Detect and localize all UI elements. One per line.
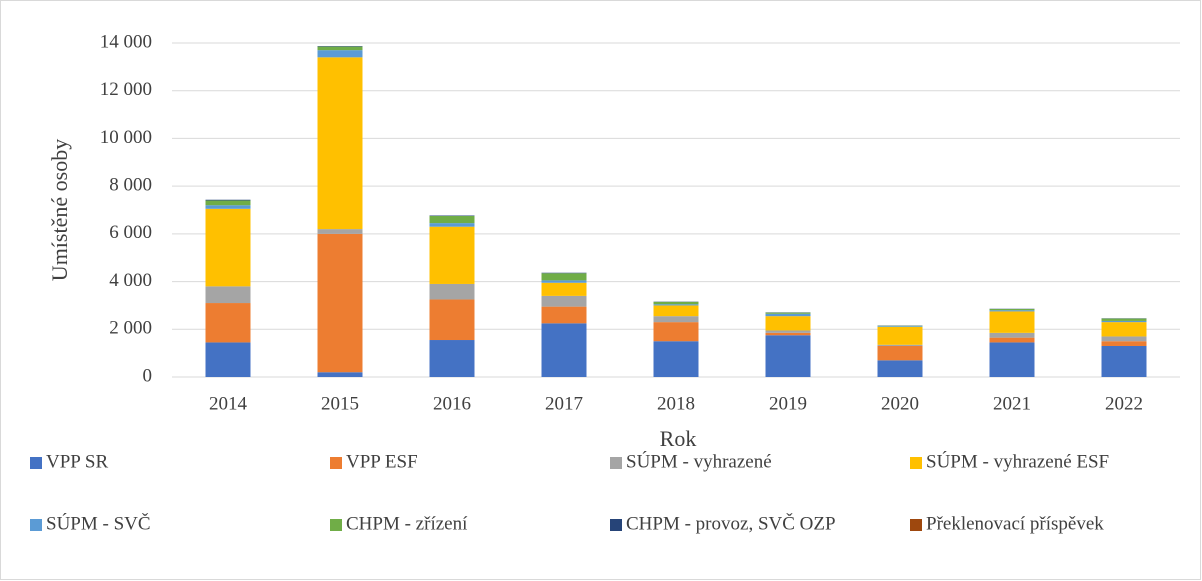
bar-segment: [1101, 341, 1147, 346]
legend-swatch: [610, 457, 622, 469]
bar-segment: [765, 313, 811, 317]
bar-segment: [653, 301, 699, 305]
bar-segment: [989, 309, 1035, 311]
bar-segment: [205, 342, 251, 377]
legend-swatch: [910, 519, 922, 531]
bar-segment: [653, 341, 699, 377]
x-tick-label: 2017: [545, 393, 583, 414]
y-tick-label: 2 000: [109, 318, 152, 339]
bar-segment: [205, 303, 251, 343]
bar-segment: [989, 342, 1035, 377]
legend-swatch: [610, 519, 622, 531]
bar-segment: [877, 326, 923, 345]
bar-segment: [429, 283, 475, 300]
y-tick-label: 12 000: [100, 79, 152, 100]
bar-segment: [989, 332, 1035, 338]
bar-segment: [205, 205, 251, 209]
bar-segment: [1101, 336, 1147, 342]
bar-segment: [317, 229, 363, 234]
bar-segment: [877, 345, 923, 361]
bar-segment: [317, 46, 363, 51]
x-tick-label: 2019: [769, 393, 807, 414]
bar-segment: [541, 273, 587, 281]
x-tick-label: 2014: [209, 393, 248, 414]
bar-segment: [653, 316, 699, 323]
x-tick-label: 2020: [881, 393, 919, 414]
bar-segment: [1101, 345, 1147, 377]
legend-swatch: [330, 519, 342, 531]
legend-swatch: [910, 457, 922, 469]
bar-segment: [1101, 322, 1147, 337]
x-tick-label: 2016: [433, 393, 471, 414]
y-tick-label: 14 000: [100, 31, 152, 52]
bar-segment: [877, 360, 923, 377]
y-tick-label: 0: [143, 365, 153, 386]
bar-segment: [541, 306, 587, 324]
bar-segment: [765, 316, 811, 331]
bar-segment: [877, 326, 923, 327]
bar-segment: [429, 299, 475, 341]
x-axis-title: Rok: [660, 426, 697, 451]
y-tick-label: 8 000: [109, 175, 152, 196]
legend-label: SÚPM - vyhrazené: [626, 450, 772, 472]
y-tick-label: 6 000: [109, 222, 152, 243]
x-tick-label: 2015: [321, 393, 359, 414]
bar-segment: [1101, 318, 1147, 321]
x-tick-label: 2021: [993, 393, 1031, 414]
x-tick-label: 2022: [1105, 393, 1143, 414]
bar-segment: [765, 335, 811, 377]
bar-segment: [877, 344, 923, 346]
legend-swatch: [30, 519, 42, 531]
legend-label: SÚPM - SVČ: [46, 512, 151, 534]
bar-segment: [653, 322, 699, 342]
bar-segment: [205, 200, 251, 206]
bar-segment: [765, 332, 811, 336]
legend-label: VPP ESF: [346, 451, 418, 472]
bar-segment: [765, 330, 811, 333]
bar-segment: [429, 223, 475, 227]
x-tick-label: 2018: [657, 393, 695, 414]
bar-segment: [541, 282, 587, 296]
bar-segment: [205, 208, 251, 287]
bar-segment: [541, 323, 587, 377]
legend-swatch: [30, 457, 42, 469]
legend-label: CHPM - zřízení: [346, 513, 468, 534]
bar-segment: [989, 311, 1035, 333]
bar-segment: [205, 199, 251, 201]
y-tick-label: 4 000: [109, 270, 152, 291]
legend-label: VPP SR: [46, 451, 108, 472]
bar-segment: [317, 372, 363, 377]
bar-segment: [429, 340, 475, 377]
bar-segment: [317, 50, 363, 58]
bar-segment: [205, 286, 251, 304]
bar-segment: [541, 295, 587, 307]
legend-label: CHPM - provoz, SVČ OZP: [626, 512, 836, 534]
y-axis-title: Umístěné osoby: [47, 139, 72, 281]
bar-segment: [989, 310, 1035, 312]
bar-segment: [429, 226, 475, 284]
bar-segment: [317, 233, 363, 373]
y-tick-label: 10 000: [100, 127, 152, 148]
bar-segment: [765, 312, 811, 314]
legend-swatch: [330, 457, 342, 469]
legend-label: Překlenovací příspěvek: [926, 513, 1104, 534]
bar-segment: [653, 305, 699, 317]
bar-segment: [1101, 320, 1147, 323]
bar-segment: [653, 304, 699, 306]
bar-segment: [317, 57, 363, 230]
bar-segment: [989, 337, 1035, 343]
bar-segment: [541, 280, 587, 283]
bar-segment: [429, 215, 475, 224]
legend-label: SÚPM - vyhrazené ESF: [926, 450, 1109, 472]
